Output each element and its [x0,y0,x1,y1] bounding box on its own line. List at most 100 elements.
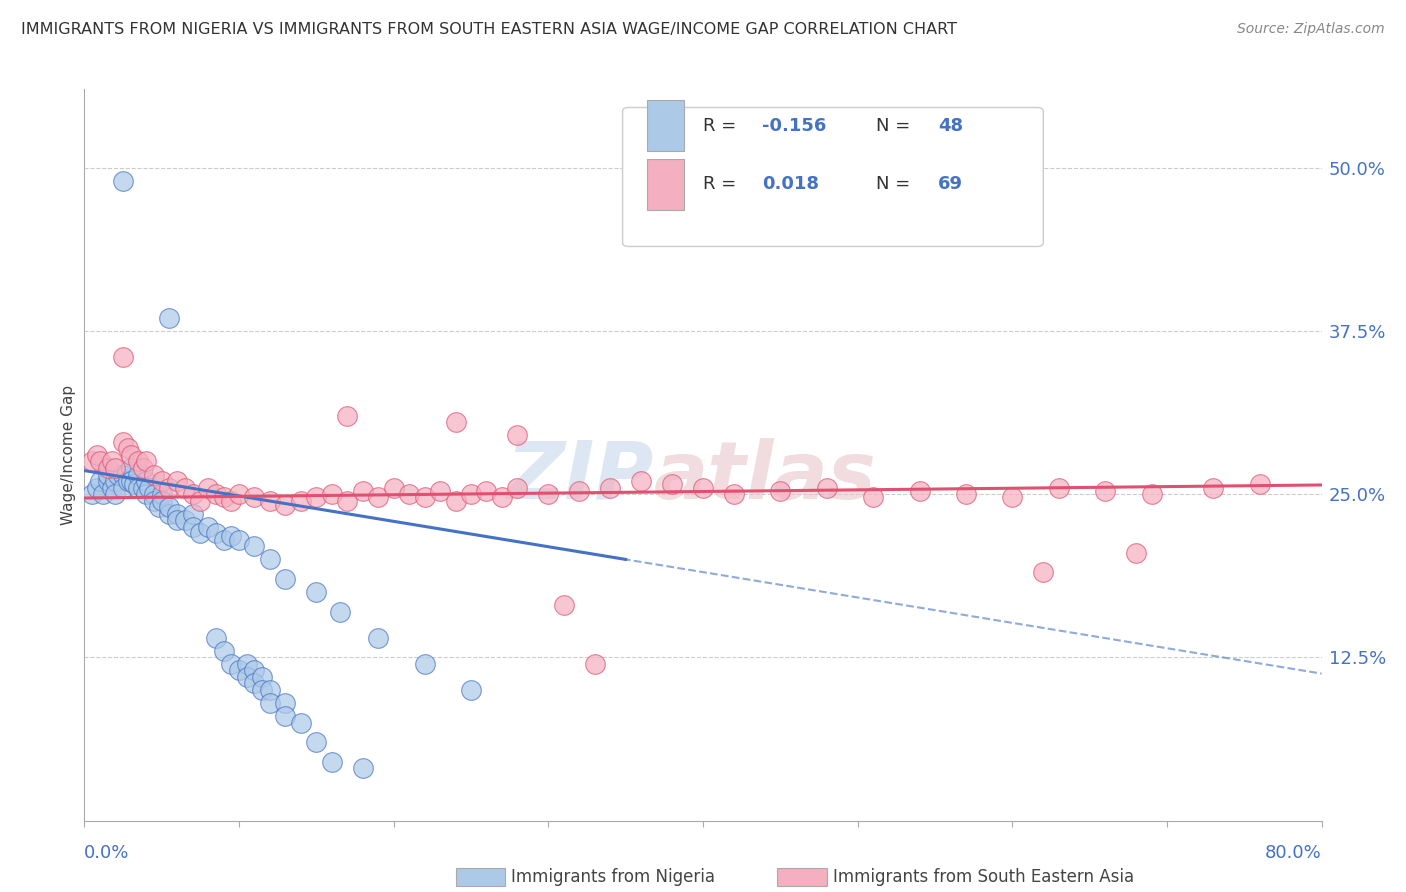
Point [166,513,188,527]
Text: 69: 69 [938,176,963,194]
Point [148,500,170,515]
Point [444,415,467,429]
Point [97,461,120,475]
Point [228,664,250,678]
Point [150,493,173,508]
Bar [647,100,685,152]
Point [1032,566,1054,580]
Point [460,683,482,698]
Point [352,484,374,499]
Point [120,474,142,488]
Bar [456,868,505,887]
Point [583,657,606,671]
Point [1094,484,1116,499]
Point [107,467,129,482]
Point [274,696,297,710]
Point [491,490,513,504]
Bar [778,868,827,887]
Point [243,676,266,690]
Point [252,683,274,698]
Point [243,539,266,553]
Point [908,484,931,499]
Point [120,448,142,462]
Text: R =: R = [703,117,742,135]
Point [143,467,166,482]
Point [112,434,135,449]
Point [221,529,243,543]
Point [221,493,243,508]
Point [112,481,135,495]
Point [274,709,297,723]
Point [259,552,281,566]
Point [97,467,120,482]
Text: N =: N = [876,117,917,135]
Point [138,481,160,495]
Point [89,474,111,488]
Point [112,350,135,364]
Text: atlas: atlas [654,438,876,516]
Point [101,454,124,468]
Point [112,467,135,482]
Point [252,670,274,684]
Point [135,454,157,468]
Point [259,696,281,710]
Text: Immigrants from South Eastern Asia: Immigrants from South Eastern Asia [832,868,1135,886]
Point [197,520,219,534]
Point [132,481,155,495]
Point [128,467,150,482]
Point [475,484,498,499]
Point [630,474,652,488]
Point [1047,481,1070,495]
Point [429,484,451,499]
Point [159,481,181,495]
Point [236,657,259,671]
Point [305,490,328,504]
Point [506,481,529,495]
Point [212,490,235,504]
FancyBboxPatch shape [623,108,1043,246]
Point [181,487,204,501]
Point [336,493,359,508]
Point [212,533,235,547]
Point [599,481,621,495]
Point [305,585,328,599]
Point [181,520,204,534]
Point [159,507,181,521]
Point [228,487,250,501]
Point [101,481,124,495]
Point [367,490,389,504]
Point [329,605,352,619]
Point [1249,476,1271,491]
Point [352,761,374,775]
Point [506,428,529,442]
Point [236,670,259,684]
Point [221,657,243,671]
Text: N =: N = [876,176,917,194]
Point [382,481,405,495]
Point [150,474,173,488]
Point [692,481,714,495]
Point [205,526,228,541]
Point [274,572,297,586]
Text: -0.156: -0.156 [762,117,827,135]
Point [132,461,155,475]
Point [243,664,266,678]
Point [243,490,266,504]
Y-axis label: Wage/Income Gap: Wage/Income Gap [60,384,76,525]
Point [135,487,157,501]
Point [150,487,173,501]
Point [82,487,104,501]
Point [1202,481,1225,495]
Point [128,481,150,495]
Point [159,310,181,325]
Point [188,493,212,508]
Point [398,487,420,501]
Point [128,454,150,468]
Point [1001,490,1024,504]
Text: 80.0%: 80.0% [1265,844,1322,862]
Point [568,484,591,499]
Point [321,487,343,501]
Point [97,474,120,488]
Point [104,487,127,501]
Point [104,474,127,488]
